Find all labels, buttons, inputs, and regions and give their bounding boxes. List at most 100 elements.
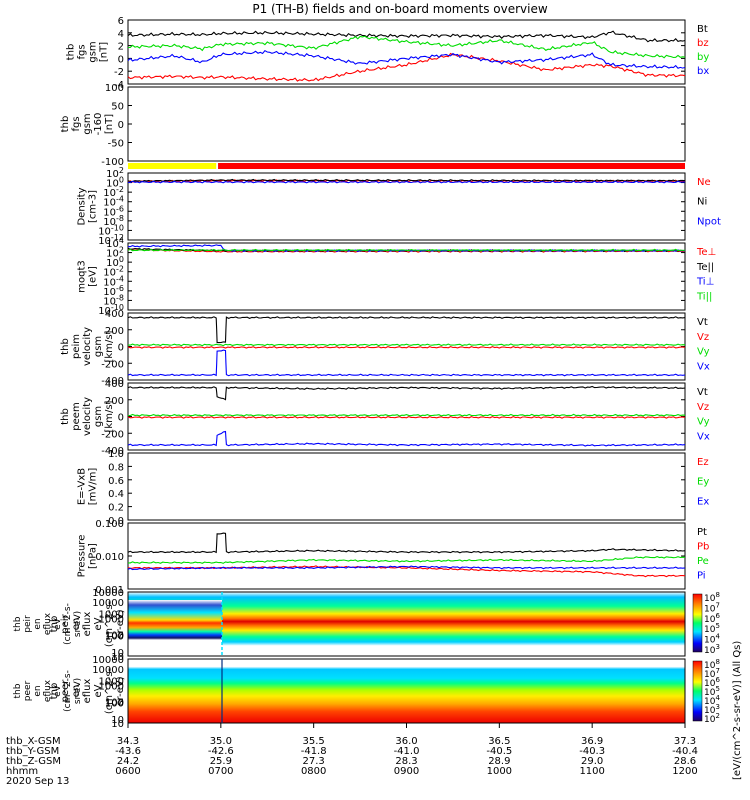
ytick-peim: 0 xyxy=(118,343,124,354)
ytick-peer: 10000 xyxy=(92,665,124,676)
ytick-temp: 104 xyxy=(106,236,124,250)
ylabel-peir: en xyxy=(71,618,82,631)
ylabel-peer: thb xyxy=(49,683,60,700)
mode-bar xyxy=(128,163,685,169)
series-fgs-by xyxy=(127,35,686,59)
ylabel-peim: gsm xyxy=(93,336,104,357)
ytick-density: 10-2 xyxy=(103,185,124,199)
ylabel-peer: eV xyxy=(93,684,104,697)
ylabel-pressure: [nPa] xyxy=(88,543,99,569)
ylabel-peim: [km/s] xyxy=(104,330,115,362)
ylabel-fgs: [nT] xyxy=(99,42,110,62)
series-peem-Vt xyxy=(127,385,686,401)
frame-peem xyxy=(127,382,686,451)
ytick-efield: 0.8 xyxy=(108,462,124,473)
footer-tick-x: 36.9 xyxy=(581,736,603,747)
ylabel-fgs_hi: thb xyxy=(60,116,71,133)
peir-spectrogram xyxy=(127,591,686,657)
footer-tick-z: 27.3 xyxy=(303,756,325,767)
colorbar-tick: 108 xyxy=(704,658,720,671)
colorbar-tick: 103 xyxy=(704,703,720,716)
footer-tick-t: 0700 xyxy=(208,766,233,777)
series-fgs-bx xyxy=(127,50,686,69)
colorbar-tick: 103 xyxy=(704,643,720,656)
series-peem-Vx xyxy=(127,430,686,447)
legend-pressure-Pi: Pi xyxy=(697,571,706,582)
ylabel-fgs: gsm xyxy=(88,41,99,62)
colorbar-ele-gradient xyxy=(692,660,703,722)
legend-density-Ni: Ni xyxy=(697,197,707,208)
legend-density-Ne: Ne xyxy=(697,177,711,188)
panel-peem: thb peem velocity gsm [km/s] 400 200 0 -200 -400 V… xyxy=(60,379,710,457)
ytick-efield: 0.0 xyxy=(108,516,124,527)
frame-density xyxy=(127,172,686,241)
series-pressure-Pi xyxy=(127,565,686,571)
frame-temp xyxy=(127,242,686,311)
panel-peer: thb peer en eflux eV (cm^2-s-sr-eV)1000010001… xyxy=(49,655,685,730)
legend-fgs-bx: bx xyxy=(697,66,709,77)
ylabel-peir: sr-eV) xyxy=(73,611,83,637)
ytick-peim: 400 xyxy=(105,309,124,320)
footer-row-label: thb_X-GSM xyxy=(6,736,61,747)
ytick-temp: 10-4 xyxy=(103,274,124,288)
ytick-peir: 1000 xyxy=(99,609,124,620)
ylabel-peir: sr-eV) xyxy=(115,609,126,638)
ytick-efield: 0.4 xyxy=(108,489,124,500)
legend-peem-Vt: Vt xyxy=(697,387,708,398)
ytick-peir: 10000 xyxy=(92,588,124,599)
ylabel-peir: (cm^2-s- xyxy=(63,603,73,645)
ytick-density: 100 xyxy=(106,176,124,190)
colorbar-tick: 104 xyxy=(704,694,720,707)
ylabel-peer: (cm^2-s- xyxy=(63,670,73,712)
ylabel-density: [cm-3] xyxy=(88,190,99,223)
legend-peim-Vz: Vz xyxy=(697,332,709,343)
ylabel-peir: thb xyxy=(13,616,23,631)
series-peem-Vz xyxy=(127,415,686,419)
footer-tick-y: -41.0 xyxy=(394,746,420,757)
footer-row-label: 2020 Sep 13 xyxy=(6,776,69,787)
ylabel-peir: eflux xyxy=(82,612,93,637)
colorbar-tick: 106 xyxy=(704,612,720,625)
series-pressure-Pb xyxy=(127,565,686,578)
colorbar-tick: 107 xyxy=(704,601,720,614)
ytick-temp: 10-10 xyxy=(98,303,124,317)
series-fgs-bz xyxy=(127,52,686,82)
page-title: P1 (TH-B) fields and on-board moments ov… xyxy=(252,2,548,16)
frame-peim xyxy=(127,312,686,381)
ylabel-density: Density xyxy=(77,187,88,225)
legend-peem-Vy: Vy xyxy=(697,417,710,428)
footer-tick-y: -43.6 xyxy=(115,746,141,757)
footer-tick-t: 1100 xyxy=(579,766,604,777)
ytick-density: 10-12 xyxy=(98,233,124,247)
ytick-temp: 10-2 xyxy=(103,265,124,279)
ylabel-peer: eflux xyxy=(82,679,93,704)
peer-spectrogram xyxy=(127,658,686,724)
ylabel-temp: moqt3 xyxy=(77,260,88,293)
ytick-fgs_hi: -100 xyxy=(101,157,124,168)
legend-temp-Te||: Te|| xyxy=(696,262,714,273)
ytick-peir: 1000 xyxy=(99,615,124,626)
ytick-temp: 102 xyxy=(106,246,124,260)
colorbar-tick: 104 xyxy=(704,633,720,646)
frame-efield xyxy=(127,452,686,521)
footer-tick-y: -40.5 xyxy=(486,746,512,757)
ytick-peem: -400 xyxy=(101,446,124,457)
ytick-peim: 200 xyxy=(105,326,124,337)
ylabel-fgs_hi: fgs xyxy=(71,116,82,131)
ylabel-peir: en xyxy=(33,618,43,629)
footer-tick-z: 24.2 xyxy=(117,756,139,767)
legend-pressure-Pe: Pe xyxy=(697,556,709,567)
legend-fgs-bz: bz xyxy=(697,38,709,49)
footer-tick-y: -40.3 xyxy=(579,746,605,757)
series-peem-Vy xyxy=(128,413,686,417)
legend-pressure-Pt: Pt xyxy=(697,527,707,538)
footer-tick-t: 0900 xyxy=(394,766,419,777)
footer-tick-y: -40.4 xyxy=(672,746,698,757)
ylabel-peir: peir xyxy=(60,613,71,633)
ytick-peir: 10000 xyxy=(92,598,124,609)
panel-density: Density [cm-3] 10210010-210-410-610-810-10… xyxy=(77,166,721,247)
footer-tick-t: 0600 xyxy=(115,766,140,777)
